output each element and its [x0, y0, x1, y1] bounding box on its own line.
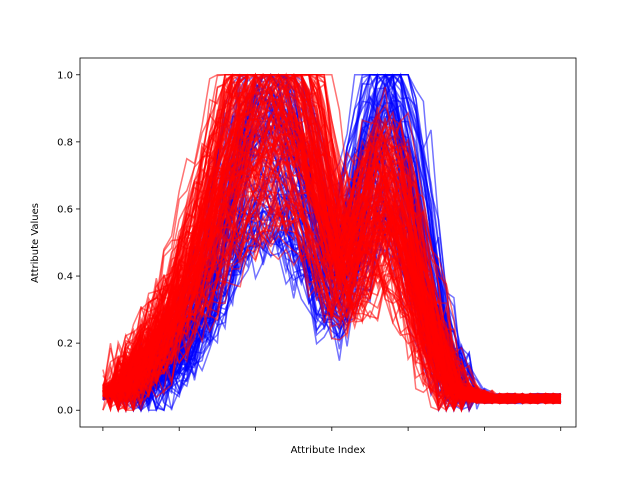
red-series-line [102, 73, 561, 400]
y-axis-label: Attribute Values [30, 203, 41, 283]
y-tick-label: 0.0 [57, 406, 73, 417]
plot-frame [79, 57, 577, 428]
y-tick-label: 0.2 [57, 339, 73, 350]
y-axis-ticks: 0.0 0.2 0.4 0.6 0.8 1.0 [57, 70, 80, 417]
y-tick-label: 0.4 [57, 272, 73, 283]
series-lines [102, 72, 562, 414]
x-axis-ticks [102, 427, 562, 431]
red-series-line [102, 166, 561, 411]
y-tick-label: 1.0 [57, 70, 73, 81]
red-series-line [102, 124, 562, 402]
y-tick-label: 0.6 [57, 204, 73, 215]
y-tick-label: 0.8 [57, 137, 73, 148]
x-axis-label: Attribute Index [291, 445, 366, 456]
